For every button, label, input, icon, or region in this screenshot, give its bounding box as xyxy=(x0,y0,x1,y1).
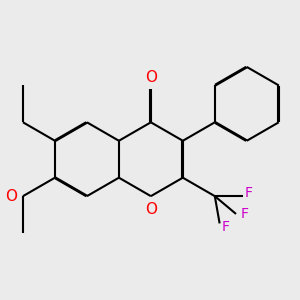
Text: O: O xyxy=(145,70,157,86)
Text: O: O xyxy=(5,189,17,204)
Text: F: F xyxy=(241,207,248,221)
Text: F: F xyxy=(221,220,230,234)
Text: O: O xyxy=(145,202,157,217)
Text: F: F xyxy=(244,186,252,200)
